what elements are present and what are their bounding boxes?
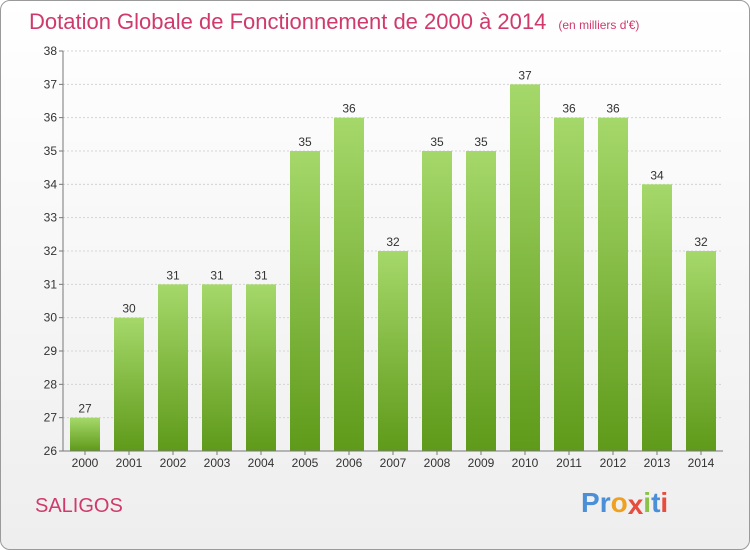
data-label-2003: 31 <box>210 268 224 282</box>
data-labels: 27 30 31 31 31 35 36 32 35 35 37 36 36 34 32 <box>78 68 708 415</box>
y-tick-label: 32 <box>44 244 58 258</box>
y-tick-label: 28 <box>44 377 58 391</box>
data-label-2002: 31 <box>166 268 180 282</box>
x-tick-label: 2014 <box>688 456 715 470</box>
data-label-2001: 30 <box>122 302 136 316</box>
x-tick-label: 2000 <box>72 456 99 470</box>
x-tick-label: 2004 <box>248 456 275 470</box>
y-tick-label: 27 <box>44 411 58 425</box>
chart-title: Dotation Globale de Fonctionnement de 20… <box>29 9 639 35</box>
data-label-2011: 36 <box>562 102 576 116</box>
bar-2005 <box>290 151 320 451</box>
bar-2003 <box>202 284 232 451</box>
data-label-2000: 27 <box>78 402 92 416</box>
data-label-2005: 35 <box>298 135 312 149</box>
x-tick-label: 2013 <box>644 456 671 470</box>
data-label-2006: 36 <box>342 102 356 116</box>
data-label-2010: 37 <box>518 68 532 82</box>
chart-title-text: Dotation Globale de Fonctionnement de 20… <box>29 9 547 34</box>
y-tick-label: 34 <box>44 177 58 191</box>
logo-letter: i <box>643 487 652 518</box>
x-tick-label: 2009 <box>468 456 495 470</box>
bar-2011 <box>554 117 584 452</box>
y-tick-label: 38 <box>44 44 58 58</box>
proxiti-logo: Proxiti <box>581 487 669 520</box>
bar-2014 <box>686 251 716 451</box>
bar-2004 <box>246 284 276 451</box>
data-label-2008: 35 <box>430 135 444 149</box>
x-tick-label: 2003 <box>204 456 231 470</box>
y-tick-label: 37 <box>44 77 58 91</box>
bar-2001 <box>114 317 144 451</box>
x-tick-label: 2007 <box>380 456 407 470</box>
bars <box>70 84 716 452</box>
axes: 26 27 28 29 30 31 32 33 34 35 36 37 38 2000 2001 2002 20… <box>44 44 723 470</box>
bar-2008 <box>422 151 452 451</box>
data-label-2009: 35 <box>474 135 488 149</box>
data-label-2007: 32 <box>386 235 400 249</box>
y-tick-label: 31 <box>44 277 58 291</box>
y-tick-label: 29 <box>44 344 58 358</box>
bar-2013 <box>642 184 672 452</box>
logo-letter: o <box>610 487 628 518</box>
logo-letter: x <box>627 489 644 520</box>
x-tick-label: 2011 <box>556 456 582 470</box>
chart-unit: (en milliers d'€) <box>558 18 640 32</box>
x-tick-label: 2006 <box>336 456 363 470</box>
bar-2000 <box>70 417 100 451</box>
city-name: SALIGOS <box>35 495 123 517</box>
bar-2007 <box>378 251 408 451</box>
bar-2009 <box>466 151 496 451</box>
logo-letter: P <box>581 487 600 518</box>
x-tick-label: 2005 <box>292 456 319 470</box>
bar-2006 <box>334 117 364 452</box>
y-tick-label: 35 <box>44 144 58 158</box>
logo-letter: r <box>599 487 611 518</box>
logo-letter: i <box>660 487 669 518</box>
x-tick-label: 2012 <box>600 456 627 470</box>
bar-2002 <box>158 284 188 451</box>
y-tick-label: 36 <box>44 111 58 125</box>
data-label-2012: 36 <box>606 102 620 116</box>
data-label-2004: 31 <box>254 268 268 282</box>
x-tick-label: 2001 <box>116 456 143 470</box>
x-tick-label: 2008 <box>424 456 451 470</box>
bar-2012 <box>598 117 628 452</box>
y-tick-label: 30 <box>44 311 58 325</box>
y-tick-label: 26 <box>44 444 58 458</box>
x-tick-label: 2002 <box>160 456 187 470</box>
data-label-2013: 34 <box>650 168 664 182</box>
y-tick-label: 33 <box>44 211 58 225</box>
bar-2010 <box>510 84 540 451</box>
x-tick-label: 2010 <box>512 456 539 470</box>
logo-letter: t <box>651 487 661 518</box>
data-label-2014: 32 <box>694 235 708 249</box>
